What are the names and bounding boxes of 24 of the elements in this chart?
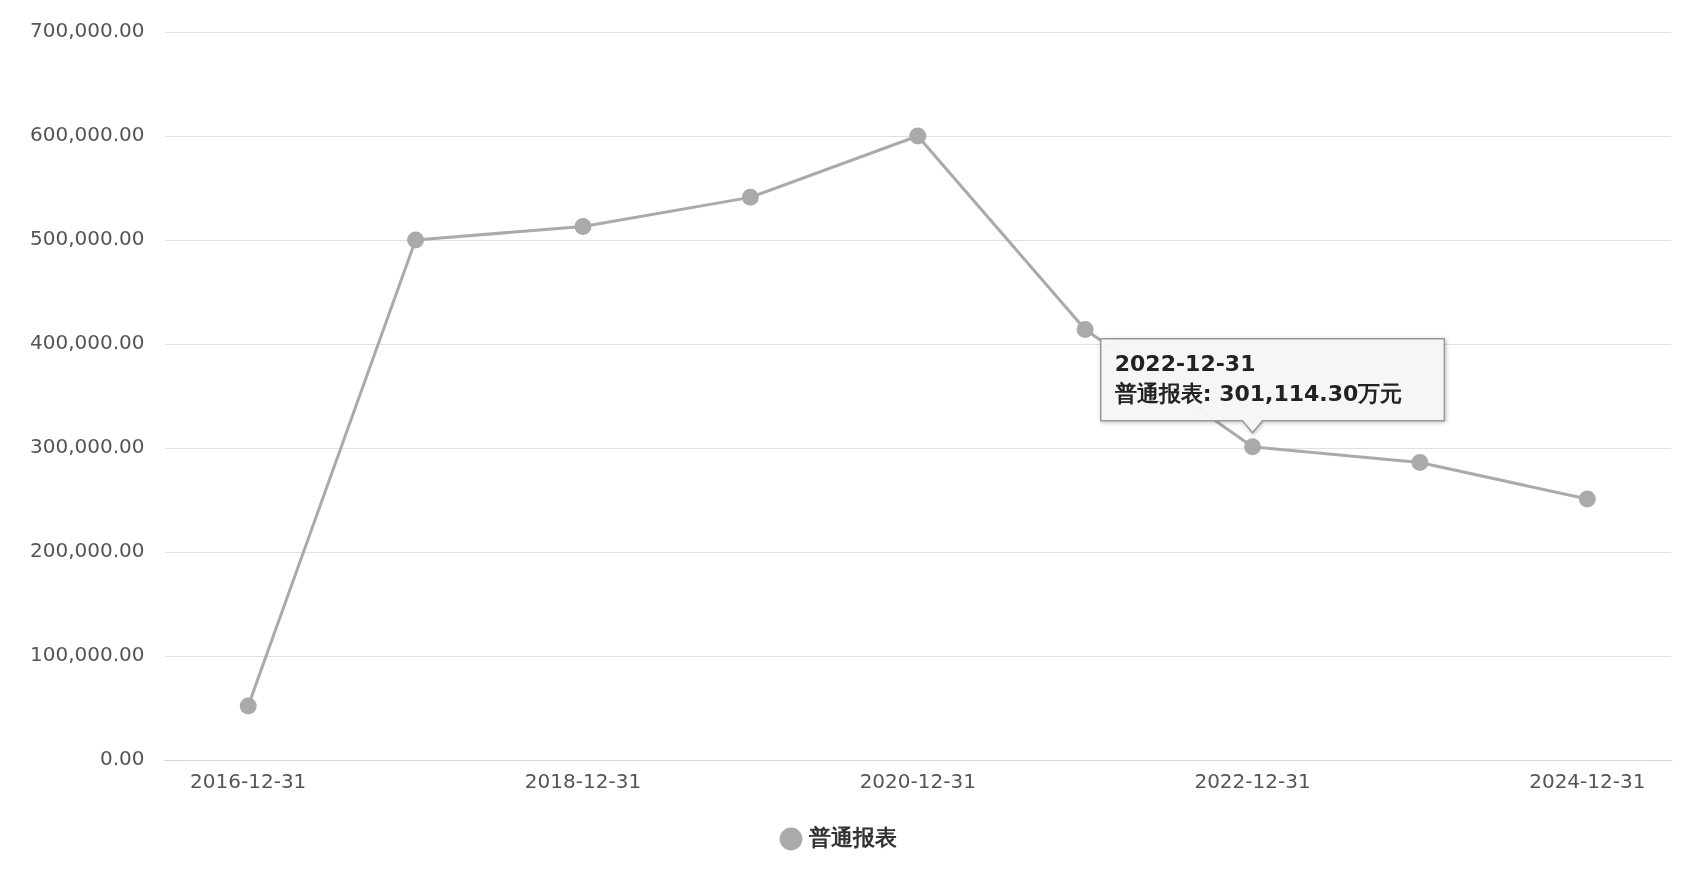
point <box>1076 320 1094 338</box>
x-tick-label: 2024-12-31 <box>1529 769 1646 794</box>
y-tick-label: 400,000.00 <box>30 330 145 355</box>
y-tick-label: 600,000.00 <box>30 122 145 147</box>
x-tick-label: 2018-12-31 <box>524 769 642 794</box>
y-tick-label: 200,000.00 <box>30 538 145 563</box>
legend-label: 普通报表 <box>808 824 897 850</box>
point <box>909 127 927 145</box>
x-tick-label: 2016-12-31 <box>190 769 307 794</box>
point <box>407 231 425 249</box>
point <box>1578 490 1596 508</box>
y-tick-label: 0.00 <box>99 746 145 771</box>
y-tick-label: 100,000.00 <box>30 642 145 667</box>
y-tick-label: 300,000.00 <box>30 434 145 459</box>
point <box>574 217 592 235</box>
point <box>1244 438 1262 456</box>
annotation: 2022-12-31 普通报表: 301,114.30万元 <box>1113 350 1403 406</box>
x-tick-label: 2020-12-31 <box>859 769 976 794</box>
y-tick-label: 500,000.00 <box>30 226 145 251</box>
point <box>1411 454 1429 472</box>
x-tick-label: 2022-12-31 <box>1194 769 1311 794</box>
point <box>239 697 257 715</box>
y-tick-label: 700,000.00 <box>30 18 145 43</box>
point <box>741 188 759 206</box>
